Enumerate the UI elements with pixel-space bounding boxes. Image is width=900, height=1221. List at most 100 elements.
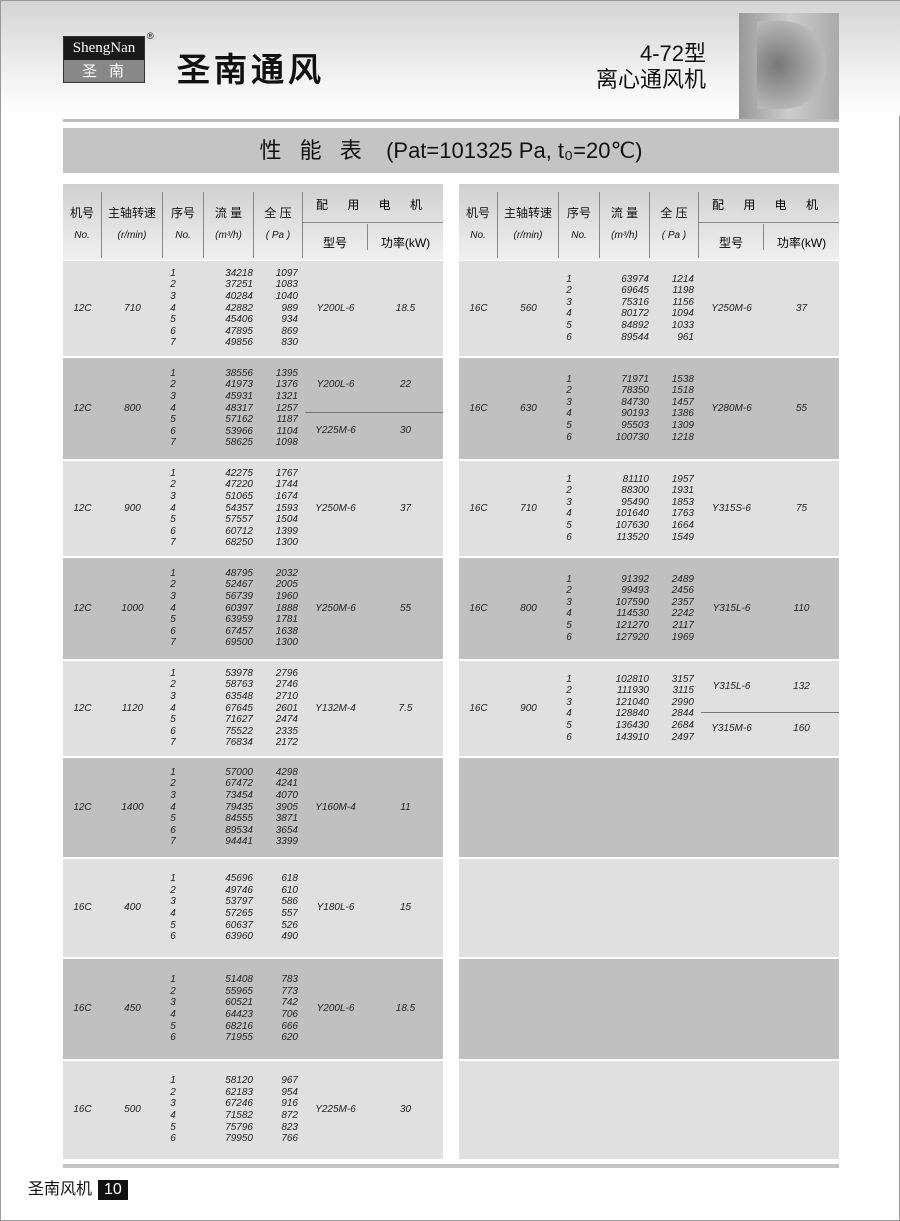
pressure-list: 2796 2746 2710 2601 2474 2335 2172 (268, 668, 298, 749)
table-row: 16C 560 1 2 3 4 5 6 63974 69645 75316 80172 84892 895… (459, 261, 839, 356)
header-unit: No. (470, 230, 486, 241)
flow-value: 71582 (225, 1109, 253, 1121)
header-seq: 序号 No. (163, 192, 204, 258)
flow-value: 89544 (621, 331, 649, 343)
seq-value: 5 (566, 520, 572, 532)
header-label: 机号 (69, 206, 94, 220)
header-pressure: 全 压 ( Pa ) (650, 192, 699, 258)
flow-value: 113520 (616, 531, 649, 543)
pressure-value: 1593 (275, 502, 298, 514)
flow-value: 57557 (225, 514, 253, 526)
flow-value: 58625 (225, 437, 253, 449)
flow-value: 63974 (621, 273, 649, 285)
flow-list: 42275 47220 51065 54357 57557 60712 68250 (213, 468, 253, 549)
pressure-value: 1198 (672, 285, 694, 297)
flow-value: 88300 (621, 485, 649, 497)
pressure-value: 1300 (275, 537, 298, 549)
flow-value: 60637 (225, 919, 253, 931)
pressure-list: 1214 1198 1156 1094 1033 961 (664, 274, 694, 344)
flow-value: 54357 (225, 502, 253, 514)
header-unit: (r/min) (513, 230, 543, 241)
seq-value: 4 (566, 308, 572, 320)
seq-value: 1 (566, 373, 572, 385)
pressure-value: 3157 (671, 673, 694, 685)
flow-value: 47220 (225, 479, 253, 491)
speed: 1000 (121, 602, 144, 614)
seq-value: 1 (170, 974, 176, 986)
seq-value: 1 (170, 367, 176, 379)
pressure-value: 1376 (275, 379, 298, 391)
flow-value: 94441 (225, 836, 253, 848)
flow-value: 114530 (616, 608, 649, 620)
pressure-value: 1457 (671, 396, 694, 408)
header-unit: No. (571, 230, 587, 241)
flow-value: 34218 (225, 267, 253, 279)
flow-value: 53966 (225, 425, 253, 437)
pressure-value: 961 (677, 331, 694, 343)
pressure-value: 1664 (671, 520, 694, 532)
header-motor: 配 用 电 机 (711, 198, 826, 212)
header-label: 流 量 (214, 206, 243, 220)
speed: 710 (124, 302, 141, 314)
seq-value: 5 (566, 620, 572, 632)
pressure-value: 3905 (275, 801, 298, 813)
seq-value: 5 (566, 720, 572, 732)
pressure-value: 618 (281, 873, 298, 885)
flow-value: 107590 (615, 596, 649, 608)
logo: ShengNan 圣南 (63, 36, 145, 83)
pressure-value: 2242 (671, 608, 694, 620)
pressure-value: 4070 (275, 790, 298, 802)
pressure-list: 2489 2456 2357 2242 2117 1969 (664, 574, 694, 644)
table-header: 机号 No. 主轴转速 (r/min) 序号 No. 流 量 (m³/h) 全 压 ( Pa ) 配… (459, 184, 839, 260)
seq-value: 6 (170, 931, 176, 943)
pressure-value: 2844 (671, 708, 694, 720)
flow-value: 75316 (621, 296, 649, 308)
seq-value: 4 (170, 402, 176, 414)
registered-mark: ® (147, 31, 154, 41)
seq-value: 5 (170, 514, 176, 526)
pressure-value: 1098 (275, 437, 298, 449)
pressure-value: 1094 (671, 308, 694, 320)
seq-value: 7 (170, 836, 176, 848)
speed: 630 (520, 402, 537, 414)
seq-value: 6 (170, 625, 176, 637)
flow-value: 63960 (225, 931, 253, 943)
motor-power: 30 (399, 1104, 412, 1115)
speed: 1120 (121, 702, 144, 714)
flow-value: 53978 (225, 667, 253, 679)
pressure-value: 2710 (275, 691, 298, 703)
pressure-value: 620 (281, 1032, 298, 1044)
flow-value: 60712 (225, 525, 253, 537)
motor-power: 11 (400, 801, 411, 813)
table-row: 12C 900 1 2 3 4 5 6 7 42275 47220 51065 54357 57557 60… (63, 461, 443, 556)
flow-value: 48317 (225, 402, 253, 414)
motor-power: 18.5 (395, 1003, 416, 1014)
seq-value: 4 (170, 302, 176, 314)
fan-no: 16C (73, 1003, 92, 1014)
pressure-list: 3157 3115 2990 2844 2684 2497 (664, 674, 694, 744)
flow-list: 102810 111930 121040 128840 136430 143910 (609, 674, 649, 744)
flow-value: 64423 (225, 1008, 253, 1020)
motor-type: Y225M-6 (315, 424, 356, 436)
header-label: 主轴转速 (503, 206, 552, 220)
seq-value: 5 (170, 414, 176, 426)
flow-value: 73454 (225, 790, 253, 802)
title-params: (Pat=101325 Pa, t₀=20℃) (386, 138, 643, 163)
seq-value: 4 (170, 801, 176, 813)
performance-table-right: 机号 No. 主轴转速 (r/min) 序号 No. 流 量 (m³/h) 全 压 ( Pa ) 配… (459, 184, 839, 1159)
seq-value: 4 (170, 1008, 176, 1020)
header-label: 主轴转速 (107, 206, 156, 220)
seq-value: 7 (170, 537, 176, 549)
performance-table-left: 机号 No. 主轴转速 (r/min) 序号 No. 流 量 (m³/h) 全 压 ( Pa ) 配… (63, 184, 443, 1159)
flow-value: 71971 (621, 373, 649, 385)
pressure-list: 4298 4241 4070 3905 3871 3654 3399 (268, 767, 298, 848)
header-label: 流 量 (610, 206, 639, 220)
pressure-value: 1888 (275, 602, 298, 614)
header-unit: ( Pa ) (265, 230, 291, 241)
motor-type: Y225M-6 (315, 1104, 356, 1115)
flow-value: 49746 (225, 884, 253, 896)
seq-value: 2 (170, 1086, 176, 1098)
